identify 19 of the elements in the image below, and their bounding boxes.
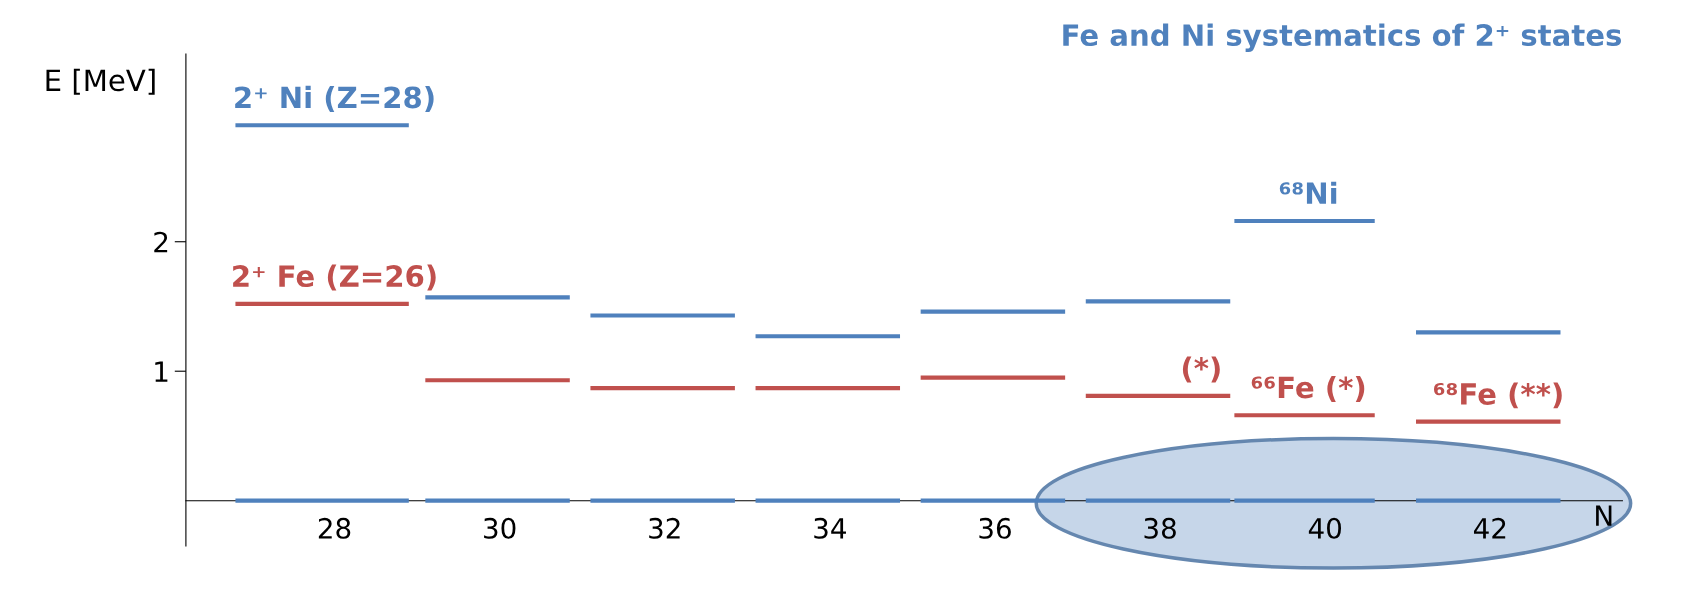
x-tick-label: 28	[318, 517, 351, 539]
x-tick-label: 36	[979, 517, 1011, 539]
x-tick-label: 34	[814, 517, 846, 539]
annotation: ⁶⁸Ni	[1279, 181, 1337, 204]
annotation: ⁶⁸Fe (**)	[1433, 382, 1562, 409]
x-tick-label: 42	[1473, 517, 1506, 539]
annotation: 2⁺ Fe (Z=26)	[233, 264, 436, 291]
x-tick-label: 32	[649, 517, 680, 539]
y-axis-title: E [MeV]	[46, 68, 155, 95]
annotation: (*)	[1182, 356, 1220, 383]
x-tick-label: 30	[484, 517, 516, 539]
x-tick-label: 38	[1144, 517, 1176, 539]
annotation: 2⁺ Ni (Z=28)	[235, 85, 434, 112]
chart-title: Fe and Ni systematics of 2⁺ states	[1063, 23, 1622, 52]
annotation: ⁶⁶Fe (*)	[1251, 375, 1365, 402]
y-tick-label: 1	[155, 361, 168, 382]
x-tick-label: 40	[1308, 517, 1342, 539]
y-tick-label: 2	[154, 231, 168, 253]
x-axis-title: N	[1596, 505, 1612, 526]
